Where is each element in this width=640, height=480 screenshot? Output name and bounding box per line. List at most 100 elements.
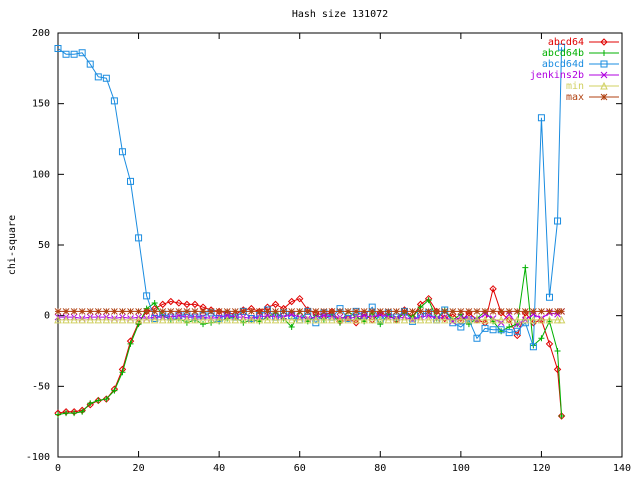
marker (62, 315, 70, 324)
marker (256, 308, 263, 315)
marker (167, 308, 175, 315)
marker (513, 315, 522, 324)
marker (215, 315, 223, 324)
marker (86, 315, 95, 324)
marker (537, 114, 545, 122)
marker (231, 315, 240, 324)
marker (102, 308, 110, 315)
marker (86, 308, 94, 315)
marker (62, 308, 70, 315)
marker (255, 315, 264, 324)
marker (191, 308, 199, 315)
marker (506, 323, 513, 330)
marker (425, 297, 432, 304)
marker (368, 303, 376, 311)
marker (134, 315, 143, 324)
marker (529, 343, 537, 351)
marker (530, 308, 537, 315)
marker (54, 315, 62, 324)
marker (296, 294, 304, 303)
marker (312, 315, 320, 324)
marker (320, 308, 328, 315)
marker (497, 326, 505, 334)
marker (400, 315, 409, 324)
marker (271, 315, 280, 324)
marker (368, 308, 376, 315)
chart-title: Hash size 131072 (292, 9, 388, 20)
marker (352, 308, 360, 315)
marker (521, 308, 529, 315)
marker (440, 315, 449, 324)
marker (553, 315, 562, 324)
marker (223, 315, 232, 324)
marker (497, 315, 505, 324)
marker (142, 315, 151, 324)
marker (417, 308, 424, 315)
y-tick-label: -50 (32, 381, 50, 392)
marker (497, 308, 505, 315)
marker (457, 308, 465, 315)
marker (545, 315, 554, 324)
marker (151, 299, 158, 306)
marker (78, 308, 86, 315)
marker (424, 315, 433, 324)
marker (336, 308, 344, 315)
marker (191, 300, 199, 309)
marker (457, 315, 465, 324)
marker (600, 60, 608, 68)
plot-border (57, 32, 623, 458)
series (54, 308, 565, 315)
marker (70, 315, 78, 324)
marker (199, 308, 207, 315)
marker (401, 308, 408, 315)
marker (558, 308, 565, 315)
marker (336, 315, 344, 324)
marker (94, 315, 103, 324)
marker (557, 315, 566, 324)
marker (127, 308, 134, 315)
marker (481, 324, 489, 332)
marker (554, 308, 561, 315)
y-tick-label: 150 (32, 99, 50, 110)
series-line (57, 47, 563, 347)
marker (522, 264, 529, 271)
marker (103, 396, 110, 403)
marker (288, 308, 296, 315)
marker (601, 50, 607, 56)
marker (159, 308, 167, 315)
marker (448, 315, 457, 324)
marker (393, 308, 400, 315)
marker (62, 50, 70, 58)
marker (360, 315, 368, 324)
legend-label: abcd64b (542, 48, 584, 59)
marker (247, 315, 256, 324)
marker (465, 308, 473, 315)
marker (200, 321, 207, 328)
marker (264, 308, 271, 315)
marker (376, 308, 384, 315)
marker (159, 300, 167, 309)
marker (287, 315, 296, 324)
marker (538, 308, 545, 315)
marker (304, 308, 312, 315)
marker (54, 308, 62, 315)
marker (280, 308, 287, 315)
legend-label: max (566, 92, 584, 103)
marker (183, 315, 191, 324)
marker (489, 315, 497, 324)
y-axis-label: chi-square (7, 215, 18, 275)
y-tick-label: 50 (38, 240, 50, 251)
legend-label: min (566, 81, 584, 92)
marker (126, 315, 135, 324)
marker (175, 315, 183, 324)
marker (127, 340, 134, 347)
y-tick-label: -100 (26, 452, 50, 463)
marker (392, 315, 401, 324)
x-tick-label: 120 (532, 463, 550, 474)
legend-label: abcd64 (548, 37, 584, 48)
marker (441, 308, 449, 315)
marker (473, 334, 481, 342)
marker (143, 308, 150, 315)
